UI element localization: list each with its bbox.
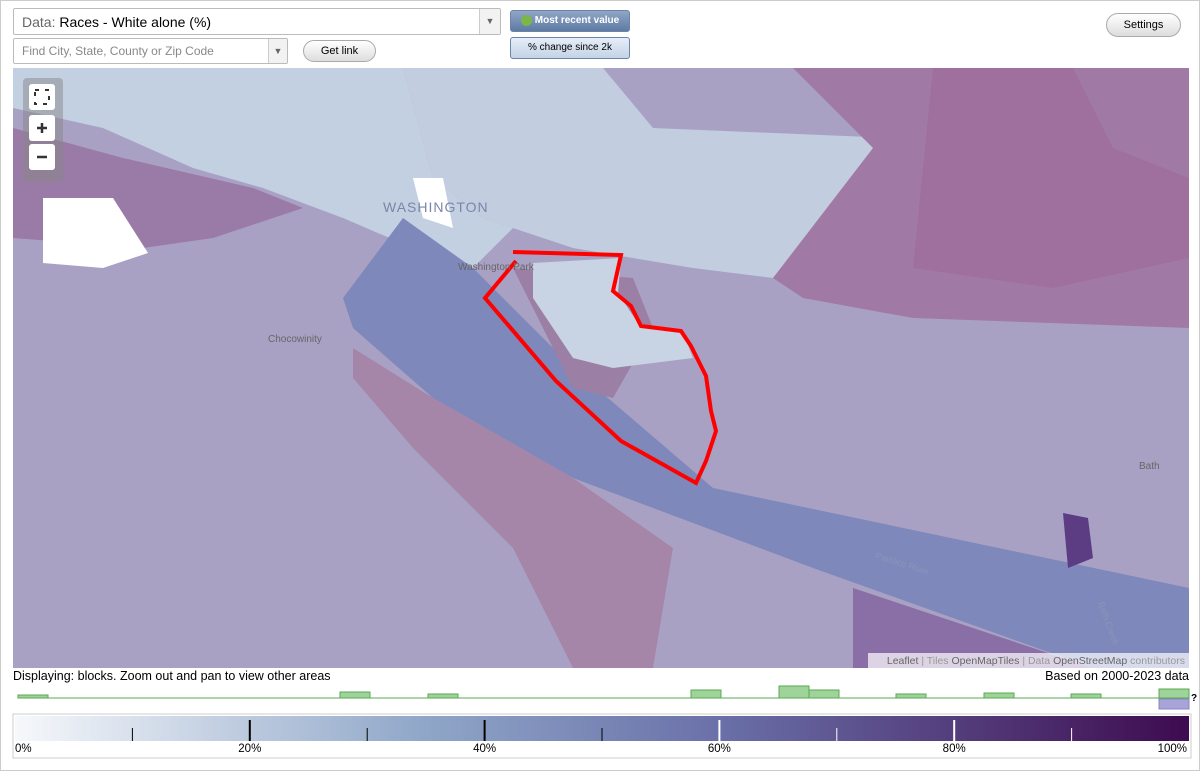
search-placeholder: Find City, State, County or Zip Code [22,44,214,58]
legend-label: 20% [238,743,261,755]
dark-area [1063,513,1093,568]
attribution-link[interactable]: OpenStreetMap [1053,655,1127,667]
attribution: Leaflet | Tiles OpenMapTiles | Data Open… [887,655,1185,667]
histogram-bar [427,693,459,699]
attribution-link[interactable]: Leaflet [887,655,919,667]
dropdown-arrow[interactable]: ▼ [268,39,287,63]
attribution-text: Data [1028,655,1050,667]
histogram-bar [17,694,49,699]
fullscreen-button[interactable] [29,84,55,110]
legend-label: 80% [943,743,966,755]
place-label: WASHINGTON [383,199,489,215]
purple-area [853,588,1093,668]
histogram [17,685,1190,710]
status-displaying: Displaying: blocks. Zoom out and pan to … [13,669,331,683]
light-area [533,258,693,368]
attribution-text: contributors [1130,655,1185,667]
histogram-bar [1158,698,1190,710]
purple-area [353,348,673,668]
dropdown-arrow[interactable]: ▼ [479,9,500,34]
settings-button[interactable]: Settings [1106,13,1181,37]
change-toggle[interactable]: % change since 2k [510,37,630,59]
legend-label: 100% [1158,743,1187,755]
histogram-bar [1158,688,1190,699]
legend-area: ? 0% 20% 40% 60% 80% 100% [12,685,1197,759]
purple-area [913,68,1189,288]
search-input[interactable]: Find City, State, County or Zip Code ▼ [13,38,288,64]
legend-label: 40% [473,743,496,755]
attribution-link[interactable]: OpenMapTiles [951,655,1019,667]
light-area [13,68,513,268]
white-area [43,198,148,268]
attribution-text: Tiles [927,655,949,667]
histogram-bar [808,689,840,699]
most-recent-toggle[interactable]: Most recent value [510,10,630,32]
histogram-bar [983,692,1015,699]
histogram-unknown: ? [1191,693,1197,704]
histogram-bar [339,691,371,699]
data-label: Data: [22,14,56,30]
check-icon [520,14,532,26]
get-link-button[interactable]: Get link [303,40,376,62]
histogram-bar [1070,693,1102,699]
attribution-text: | [921,655,924,667]
white-area [413,178,453,228]
zoom-in-icon [37,123,47,133]
data-select[interactable]: Data: Races - White alone (%) ▼ [13,8,501,35]
place-label: Bath [1139,461,1160,472]
histogram-bar [778,685,810,699]
fullscreen-icon [34,89,50,105]
histogram-bar [690,689,722,699]
light-area [403,68,893,278]
attribution-box [868,653,1189,668]
place-label: Chocowinity [268,334,322,345]
histogram-bar [895,693,927,699]
status-based-on: Based on 2000-2023 data [1045,669,1189,683]
legend-label: 0% [15,743,32,755]
zoom-control [23,78,63,182]
place-label: Washington Park [458,262,535,273]
selected-boundary [482,250,719,486]
most-recent-label: Most recent value [534,15,620,26]
attribution-text: | [1022,655,1025,667]
map: WASHINGTON Washington Park Chocowinity B… [13,68,1189,668]
legend-label: 60% [708,743,731,755]
river [343,218,1189,668]
data-value: Races - White alone (%) [59,14,212,30]
